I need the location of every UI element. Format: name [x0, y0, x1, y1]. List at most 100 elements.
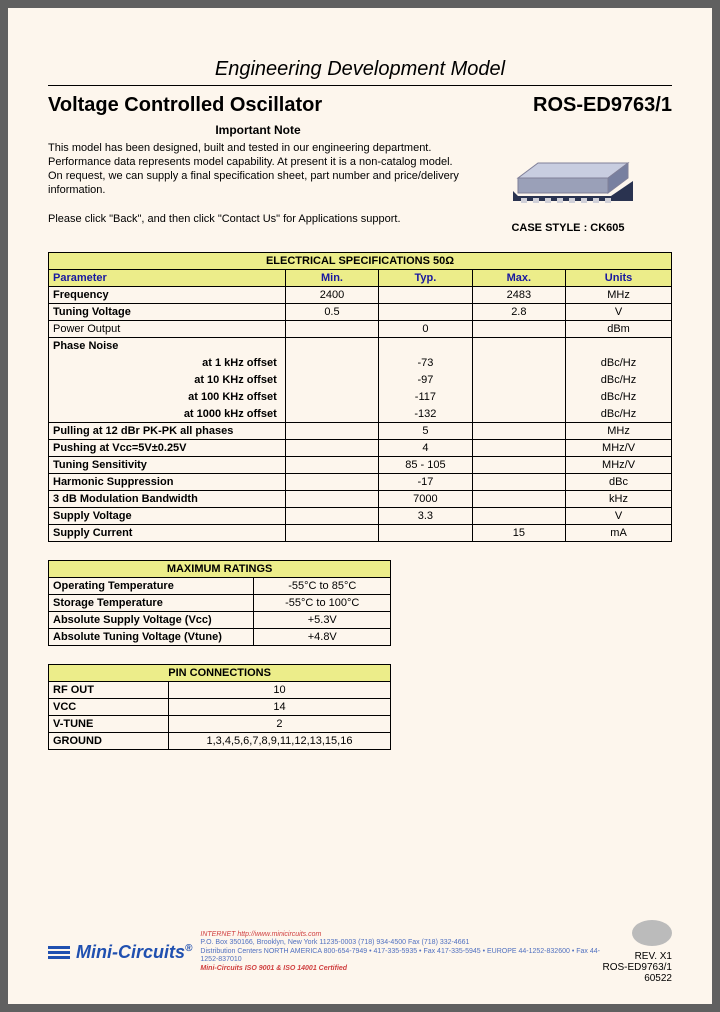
rev-label: REV. X1 — [603, 951, 672, 962]
value-cell: +4.8V — [254, 629, 391, 646]
table-row: Operating Temperature -55°C to 85°C — [49, 578, 391, 595]
table-row: at 1000 kHz offset -132 dBc/Hz — [49, 406, 672, 423]
page-footer: Mini-Circuits® INTERNET http://www.minic… — [48, 920, 672, 984]
typ-cell: -73 — [379, 355, 472, 372]
max-cell — [472, 440, 565, 457]
value-cell: +5.3V — [254, 612, 391, 629]
col-typ: Typ. — [379, 270, 472, 287]
min-cell: 2400 — [285, 287, 378, 304]
param-cell: RF OUT — [49, 682, 169, 699]
table-row: 3 dB Modulation Bandwidth 7000 kHz — [49, 491, 672, 508]
value-cell: 14 — [168, 699, 390, 716]
typ-cell: 7000 — [379, 491, 472, 508]
table-row: Power Output 0 dBm — [49, 321, 672, 338]
table-row: at 1 kHz offset -73 dBc/Hz — [49, 355, 672, 372]
min-cell — [285, 491, 378, 508]
brand-name: Mini-Circuits® — [76, 942, 192, 963]
value-cell: 1,3,4,5,6,7,8,9,11,12,13,15,16 — [168, 733, 390, 750]
param-cell: at 1 kHz offset — [49, 355, 286, 372]
max-cell — [472, 491, 565, 508]
max-cell — [472, 355, 565, 372]
cert-badge-icon — [632, 920, 672, 946]
phase-noise-label: Phase Noise — [49, 338, 286, 355]
value-cell: -55°C to 85°C — [254, 578, 391, 595]
col-units: Units — [566, 270, 672, 287]
table-row: Pushing at Vcc=5V±0.25V 4 MHz/V — [49, 440, 672, 457]
value-cell: 10 — [168, 682, 390, 699]
param-cell: Harmonic Suppression — [49, 474, 286, 491]
logo-bars-icon — [48, 946, 70, 959]
param-cell: VCC — [49, 699, 169, 716]
typ-cell: -117 — [379, 389, 472, 406]
units-cell: MHz/V — [566, 457, 672, 474]
param-cell: at 100 KHz offset — [49, 389, 286, 406]
param-cell: at 1000 kHz offset — [49, 406, 286, 423]
rev-part: ROS-ED9763/1 — [603, 962, 672, 973]
max-cell — [472, 389, 565, 406]
param-cell: V-TUNE — [49, 716, 169, 733]
max-cell — [472, 423, 565, 440]
typ-cell — [379, 525, 472, 542]
max-cell — [472, 406, 565, 423]
footer-internet: INTERNET http://www.minicircuits.com — [200, 931, 602, 939]
table-row: V-TUNE 2 — [49, 716, 391, 733]
max-cell — [472, 474, 565, 491]
units-cell: MHz — [566, 423, 672, 440]
units-cell: dBc/Hz — [566, 406, 672, 423]
min-cell: 0.5 — [285, 304, 378, 321]
part-number: ROS-ED9763/1 — [533, 94, 672, 117]
case-style-label: CASE STYLE : CK605 — [488, 222, 648, 234]
typ-cell: 4 — [379, 440, 472, 457]
value-cell: -55°C to 100°C — [254, 595, 391, 612]
table-row: Pulling at 12 dBr PK-PK all phases 5 MHz — [49, 423, 672, 440]
typ-cell: -17 — [379, 474, 472, 491]
param-cell: Operating Temperature — [49, 578, 254, 595]
param-cell: Supply Voltage — [49, 508, 286, 525]
package-icon — [493, 123, 643, 213]
footer-addr1: P.O. Box 350166, Brooklyn, New York 1123… — [200, 939, 602, 947]
min-cell — [285, 389, 378, 406]
table-row: Absolute Supply Voltage (Vcc) +5.3V — [49, 612, 391, 629]
param-cell: Storage Temperature — [49, 595, 254, 612]
typ-cell: 85 - 105 — [379, 457, 472, 474]
units-cell: MHz/V — [566, 440, 672, 457]
product-title: Voltage Controlled Oscillator — [48, 94, 322, 117]
units-cell: MHz — [566, 287, 672, 304]
max-ratings-title: MAXIMUM RATINGS — [49, 561, 391, 578]
table-row: VCC 14 — [49, 699, 391, 716]
param-cell: Pulling at 12 dBr PK-PK all phases — [49, 423, 286, 440]
typ-cell: -97 — [379, 372, 472, 389]
pin-connections-table: PIN CONNECTIONS RF OUT 10VCC 14V-TUNE 2G… — [48, 664, 391, 750]
param-cell: Tuning Voltage — [49, 304, 286, 321]
param-cell: GROUND — [49, 733, 169, 750]
col-max: Max. — [472, 270, 565, 287]
max-cell — [472, 457, 565, 474]
typ-cell: 5 — [379, 423, 472, 440]
units-cell: dBc/Hz — [566, 355, 672, 372]
min-cell — [285, 525, 378, 542]
table-row: Tuning Sensitivity 85 - 105 MHz/V — [49, 457, 672, 474]
brand-logo: Mini-Circuits® — [48, 942, 192, 963]
units-cell: V — [566, 304, 672, 321]
table-row: Tuning Voltage 0.5 2.8 V — [49, 304, 672, 321]
col-parameter: Parameter — [49, 270, 286, 287]
units-cell: dBm — [566, 321, 672, 338]
max-cell — [472, 321, 565, 338]
note-contact: Please click "Back", and then click "Con… — [48, 212, 468, 226]
table-row: Harmonic Suppression -17 dBc — [49, 474, 672, 491]
min-cell — [285, 321, 378, 338]
min-cell — [285, 423, 378, 440]
phase-noise-row: Phase Noise — [49, 338, 672, 355]
units-cell: dBc/Hz — [566, 389, 672, 406]
title-row: Voltage Controlled Oscillator ROS-ED9763… — [48, 94, 672, 117]
typ-cell: 3.3 — [379, 508, 472, 525]
table-row: at 100 KHz offset -117 dBc/Hz — [49, 389, 672, 406]
param-cell: Absolute Supply Voltage (Vcc) — [49, 612, 254, 629]
table-header-row: Parameter Min. Typ. Max. Units — [49, 270, 672, 287]
doc-type-header: Engineering Development Model — [48, 58, 672, 86]
table-row: Supply Current 15 mA — [49, 525, 672, 542]
typ-cell — [379, 287, 472, 304]
table-row: GROUND 1,3,4,5,6,7,8,9,11,12,13,15,16 — [49, 733, 391, 750]
footer-revision: REV. X1 ROS-ED9763/1 60522 — [603, 920, 672, 984]
param-cell: Supply Current — [49, 525, 286, 542]
